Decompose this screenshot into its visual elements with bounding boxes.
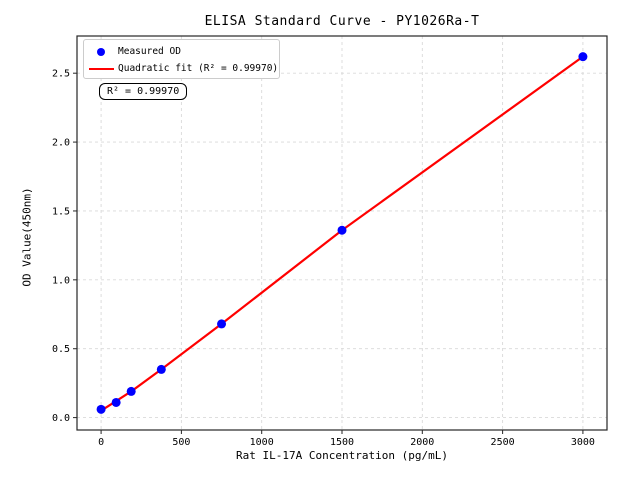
measured-od-dot-icon (97, 47, 105, 56)
legend-item-measured-od: Measured OD (84, 43, 279, 60)
legend-label-measured-od: Measured OD (118, 46, 181, 57)
x-tick-label: 500 (172, 437, 190, 448)
data-point (217, 319, 227, 329)
data-point (96, 404, 106, 414)
data-point (337, 225, 347, 235)
data-point (111, 397, 121, 407)
x-axis-label: Rat IL-17A Concentration (pg/mL) (236, 449, 448, 462)
legend: Measured OD Quadratic fit (R² = 0.99970) (83, 39, 280, 79)
x-tick-label: 1500 (330, 437, 354, 448)
x-tick-label: 2500 (491, 437, 515, 448)
data-point (578, 52, 588, 62)
y-tick-label: 0.5 (52, 344, 70, 355)
y-tick-label: 1.5 (52, 206, 70, 217)
data-point (126, 386, 136, 396)
x-tick-label: 2000 (410, 437, 434, 448)
x-tick-label: 0 (98, 437, 104, 448)
chart-title: ELISA Standard Curve - PY1026Ra-T (204, 14, 480, 29)
x-tick-label: 3000 (571, 437, 595, 448)
fit-line-icon (88, 67, 114, 70)
data-point (156, 364, 166, 374)
y-tick-label: 2.0 (52, 138, 70, 149)
y-tick-label: 2.5 (52, 69, 70, 80)
y-tick-label: 1.0 (52, 275, 70, 286)
legend-item-quadratic-fit: Quadratic fit (R² = 0.99970) (84, 60, 279, 77)
legend-marker-cell (84, 47, 118, 56)
y-tick-label: 0.0 (52, 413, 70, 424)
legend-label-quadratic-fit: Quadratic fit (R² = 0.99970) (118, 63, 279, 74)
x-tick-label: 1000 (250, 437, 274, 448)
legend-marker-cell (84, 67, 118, 70)
y-axis-label: OD Value(450nm) (20, 187, 34, 287)
r-squared-annotation: R² = 0.99970 (99, 83, 188, 100)
